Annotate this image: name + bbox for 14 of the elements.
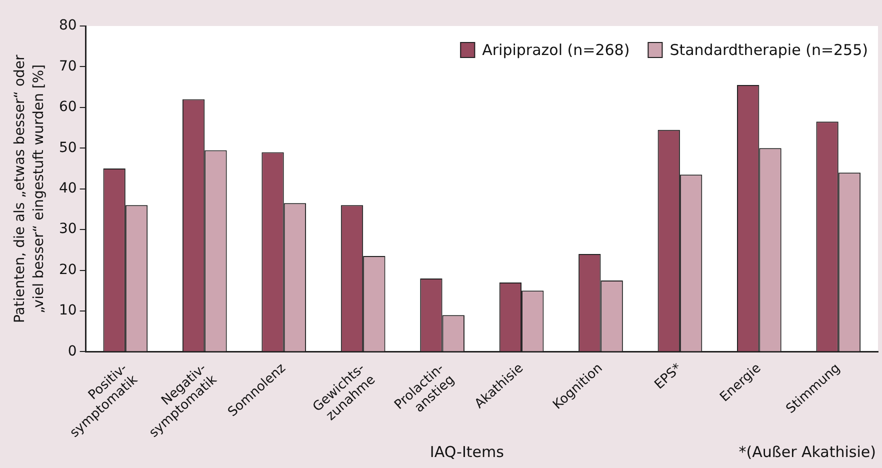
y-axis-title: Patienten, die als „etwas besser“ oder „viel besser“ eingestuft wurden [%] [12,54,48,324]
y-tick-label: 30 [58,221,77,238]
y-tick-label: 10 [58,302,77,319]
y-tick-label: 0 [68,343,77,360]
y-tick-label: 50 [58,140,77,156]
text: *(Außer Akathisie) [738,443,876,461]
legend-label: Standardtherapie (n=255) [670,40,868,59]
y-tick-label: 40 [58,180,77,197]
y-tick-label: 20 [58,262,77,278]
y-tick-label: 70 [58,58,77,74]
y-tick-label: 80 [58,18,77,34]
x-axis-title: IAQ-Items [430,443,504,461]
y-tick-label: 60 [58,99,77,116]
legend-label: Aripiprazol (n=268) [482,40,630,59]
